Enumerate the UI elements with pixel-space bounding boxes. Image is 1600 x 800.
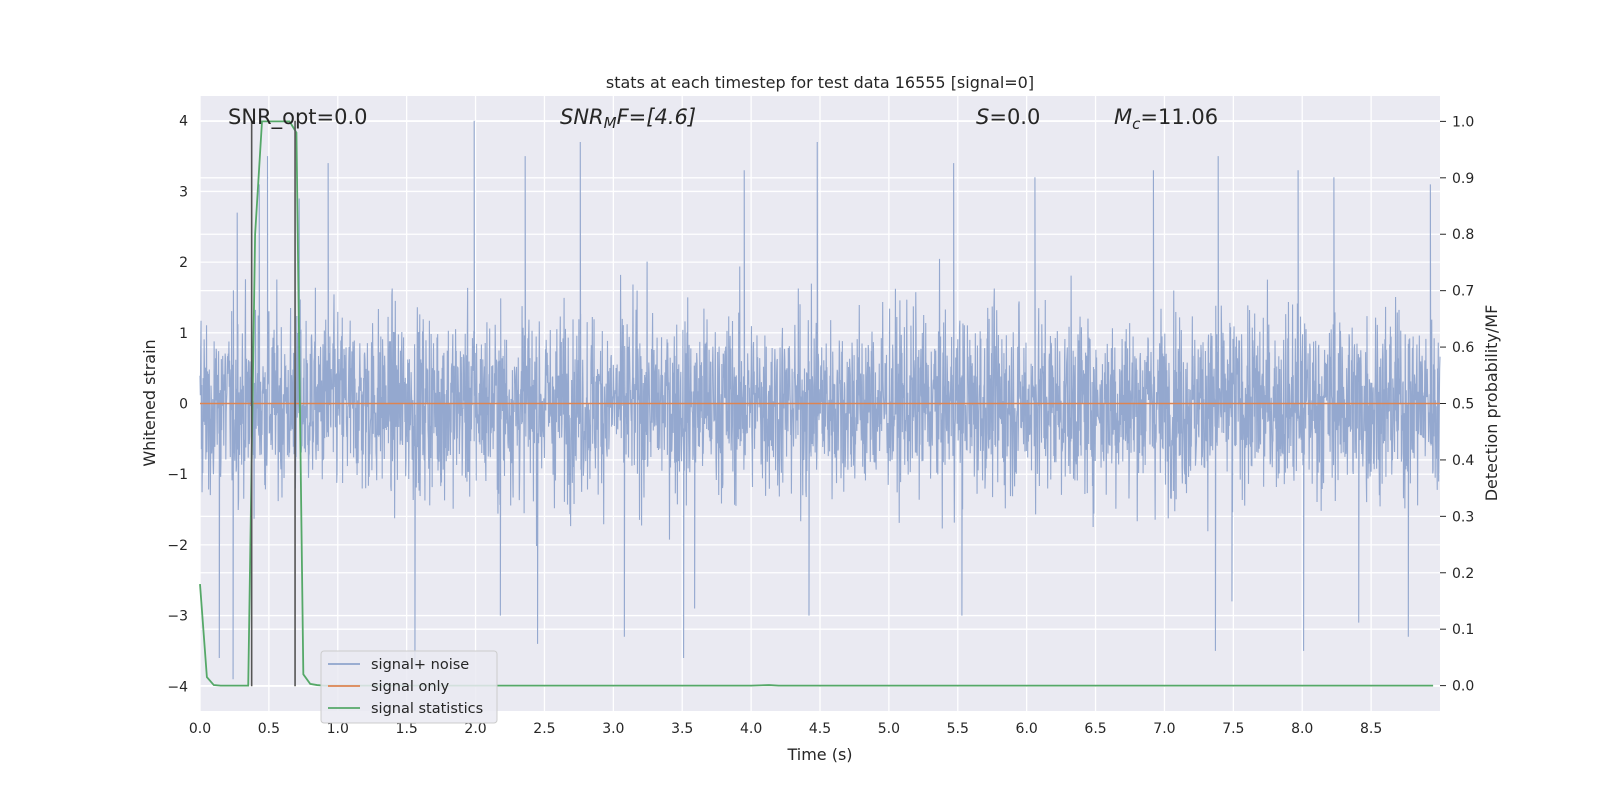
y-axis-right-ticks: 0.0 0.1 0.2 0.3 0.4 0.5 0.6 0.7 0.8 0.9 1.0	[1440, 114, 1474, 695]
x-tick-label: 5.0	[878, 721, 900, 737]
y-right-tick-label: 0.2	[1452, 566, 1474, 582]
series-signal-noise	[199, 120, 1441, 680]
annotation-s: S=0.0	[976, 105, 1040, 129]
x-tick-label: 4.5	[809, 721, 831, 737]
signal-noise-line	[199, 120, 1441, 680]
y-axis-left-ticks: −4 −3 −2 −1 0 1 2 3 4	[167, 114, 188, 696]
y-right-tick-label: 0.5	[1452, 397, 1474, 413]
y-right-tick-label: 0.9	[1452, 171, 1474, 187]
y-left-tick-label: 2	[179, 255, 188, 271]
y-axis-left-label: Whitened strain	[140, 339, 159, 466]
x-tick-label: 8.5	[1360, 721, 1382, 737]
y-right-tick-label: 0.7	[1452, 284, 1474, 300]
x-tick-label: 0.0	[189, 721, 211, 737]
x-tick-label: 6.5	[1084, 721, 1106, 737]
y-axis-right-label: Detection probability/MF	[1482, 305, 1501, 502]
y-right-tick-label: 0.6	[1452, 340, 1474, 356]
y-right-tick-label: 0.1	[1452, 622, 1474, 638]
legend-label-signal-noise: signal+ noise	[371, 657, 469, 673]
x-tick-label: 1.5	[396, 721, 418, 737]
y-left-tick-label: −2	[167, 538, 188, 554]
legend-box	[320, 650, 498, 724]
x-tick-label: 2.5	[533, 721, 555, 737]
x-tick-label: 5.5	[947, 721, 969, 737]
x-tick-label: 4.0	[740, 721, 762, 737]
x-axis-label: Time (s)	[786, 745, 852, 764]
y-right-tick-label: 0.8	[1452, 227, 1474, 243]
x-tick-label: 1.0	[327, 721, 349, 737]
y-right-tick-label: 0.0	[1452, 679, 1474, 695]
x-axis-ticks: 0.0 0.5 1.0 1.5 2.0 2.5 3.0 3.5 4.0 4.5 5.0 5.5 6.0 6…	[189, 721, 1382, 737]
annotation-mc: Mc=11.06	[1114, 105, 1218, 133]
x-tick-label: 7.5	[1222, 721, 1244, 737]
annotation-snr-mf: SNRMF=[4.6]	[560, 105, 696, 132]
y-left-tick-label: −4	[167, 679, 188, 695]
legend: signal+ noise signal only signal statist…	[320, 650, 498, 724]
event-markers	[250, 120, 296, 687]
y-left-tick-label: −1	[167, 467, 188, 483]
signal-statistics-line	[199, 120, 1434, 687]
x-tick-label: 3.5	[671, 721, 693, 737]
series-signal-statistics	[199, 120, 1434, 687]
y-left-tick-label: 3	[179, 184, 188, 200]
y-left-tick-label: 1	[179, 326, 188, 342]
y-right-tick-label: 0.3	[1452, 509, 1474, 525]
y-left-tick-label: 4	[179, 114, 188, 130]
x-tick-label: 0.5	[258, 721, 280, 737]
y-right-tick-label: 0.4	[1452, 453, 1474, 469]
annotation-snr-opt: SNR_opt=0.0	[228, 105, 368, 130]
legend-label-signal-only: signal only	[371, 679, 450, 695]
y-left-tick-label: 0	[179, 397, 188, 413]
x-tick-label: 2.0	[464, 721, 486, 737]
chart-title: stats at each timestep for test data 165…	[606, 73, 1034, 92]
y-right-tick-label: 1.0	[1452, 114, 1474, 130]
x-tick-label: 7.0	[1153, 721, 1175, 737]
y-left-tick-label: −3	[167, 609, 188, 625]
x-tick-label: 8.0	[1291, 721, 1313, 737]
x-tick-label: 3.0	[602, 721, 624, 737]
legend-label-signal-statistics: signal statistics	[371, 701, 483, 717]
x-tick-label: 6.0	[1016, 721, 1038, 737]
